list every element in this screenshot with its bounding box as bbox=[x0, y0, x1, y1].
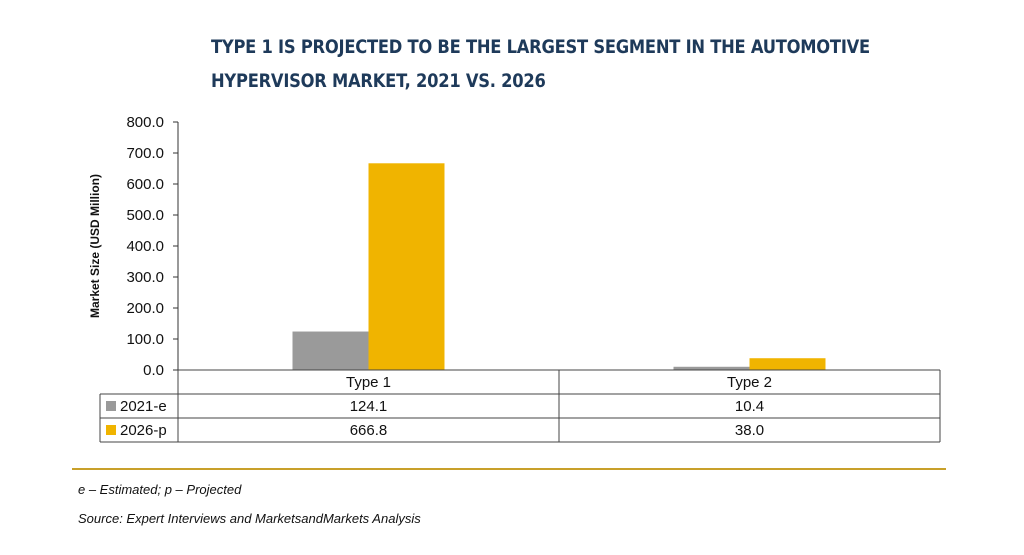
bar-2026-p-type-1 bbox=[368, 163, 445, 370]
footnote: e – Estimated; p – Projected bbox=[78, 482, 242, 497]
data-label: 38.0 bbox=[735, 422, 764, 439]
y-tick-label: 200.0 bbox=[126, 300, 164, 317]
chart-title-line-1: TYPE 1 IS PROJECTED TO BE THE LARGEST SE… bbox=[211, 36, 870, 58]
bar-2026-p-type-2 bbox=[749, 358, 826, 370]
chart-title: TYPE 1 IS PROJECTED TO BE THE LARGEST SE… bbox=[211, 30, 870, 98]
legend-label-2021-e: 2021-e bbox=[120, 398, 167, 415]
y-tick-label: 300.0 bbox=[126, 269, 164, 286]
data-label: 10.4 bbox=[735, 398, 764, 415]
bar-2021-e-type-1 bbox=[292, 331, 369, 370]
bar-chart: 0.0 100.0 200.0 300.0 400.0 500.0 600.0 700.0 80… bbox=[88, 114, 941, 443]
footer-divider bbox=[72, 468, 946, 470]
y-tick-label: 500.0 bbox=[126, 207, 164, 224]
y-tick-label: 600.0 bbox=[126, 176, 164, 193]
legend-label-2026-p: 2026-p bbox=[120, 422, 167, 439]
chart-title-line-2: HYPERVISOR MARKET, 2021 VS. 2026 bbox=[211, 70, 546, 92]
y-axis-title: Market Size (USD Million) bbox=[88, 174, 102, 318]
legend-swatch-2021-e bbox=[106, 401, 116, 411]
source-note: Source: Expert Interviews and Marketsand… bbox=[78, 511, 421, 526]
y-tick-label: 800.0 bbox=[126, 114, 164, 131]
y-tick-label: 700.0 bbox=[126, 145, 164, 162]
legend-swatch-2026-p bbox=[106, 425, 116, 435]
data-label: 124.1 bbox=[350, 398, 388, 415]
bar-2021-e-type-2 bbox=[673, 366, 750, 370]
y-tick-label: 100.0 bbox=[126, 331, 164, 348]
data-label: 666.8 bbox=[350, 422, 388, 439]
category-label: Type 2 bbox=[727, 374, 772, 391]
category-label: Type 1 bbox=[346, 374, 391, 391]
y-tick-label: 0.0 bbox=[143, 362, 164, 379]
y-tick-label: 400.0 bbox=[126, 238, 164, 255]
